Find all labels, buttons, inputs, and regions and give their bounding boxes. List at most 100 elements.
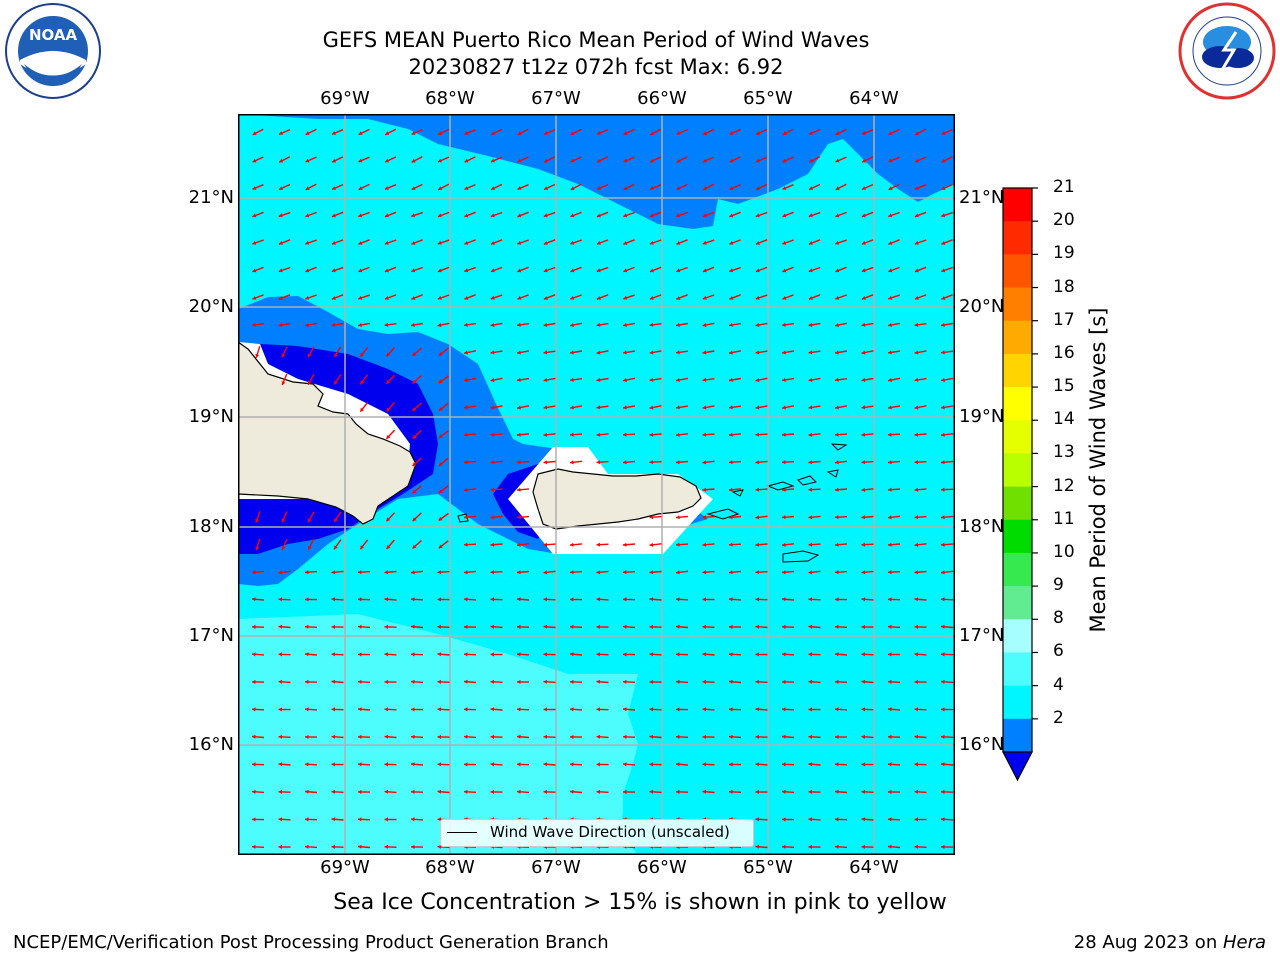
wave-direction-arrowhead: [755, 844, 760, 849]
wave-direction-arrowhead: [676, 460, 680, 465]
wave-direction-arrowhead: [808, 268, 813, 273]
wave-direction-arrowhead: [914, 570, 919, 575]
wave-direction-arrowhead: [358, 268, 363, 273]
wave-direction-arrowhead: [808, 817, 813, 822]
wave-direction-arrowhead: [623, 131, 628, 135]
wave-direction-arrowhead: [676, 679, 680, 684]
wave-direction-arrowhead: [649, 350, 654, 355]
wave-direction-arrowhead: [623, 570, 627, 575]
lat-label-right: 20°N: [959, 296, 1005, 317]
wave-direction-arrowhead: [755, 762, 760, 767]
wave-direction-arrowhead: [464, 158, 469, 163]
mona-island: [457, 513, 469, 523]
wave-direction-arrowhead: [517, 460, 521, 465]
wave-direction-arrowhead: [941, 570, 945, 575]
colorbar-block: [1003, 254, 1032, 289]
wave-direction-arrowhead: [782, 762, 786, 767]
wave-direction-arrowhead: [782, 268, 787, 273]
wave-period-map[interactable]: [238, 114, 955, 855]
wave-direction-arrowhead: [252, 240, 257, 245]
wave-direction-arrowhead: [570, 597, 574, 602]
wave-direction-arrowhead: [623, 268, 628, 273]
wave-direction-arrowhead: [702, 240, 707, 245]
wave-direction-arrowhead: [517, 597, 521, 602]
wave-direction-arrowhead: [729, 213, 734, 218]
wave-direction-arrowhead: [305, 789, 309, 794]
wave-direction-arrowhead: [305, 240, 310, 245]
wave-direction-arrowhead: [941, 762, 945, 767]
wave-direction-arrowhead: [782, 158, 787, 163]
wave-direction-arrowhead: [334, 518, 338, 522]
wave-direction-arrowhead: [411, 762, 415, 767]
wave-direction-arrowhead: [782, 570, 786, 575]
wave-direction-arrowhead: [888, 268, 893, 273]
colorbar: [1002, 187, 1038, 782]
wave-direction-arrowhead: [809, 131, 813, 135]
wave-direction-arrowhead: [278, 762, 283, 767]
wave-direction-arrowhead: [252, 734, 256, 739]
wave-direction-arrowhead: [438, 379, 443, 383]
wave-direction-arrowhead: [835, 158, 840, 163]
wave-direction-arrowhead: [623, 323, 627, 327]
wave-direction-arrowhead: [411, 652, 415, 657]
wave-direction-arrowhead: [384, 734, 389, 739]
wave-direction-arrowhead: [384, 817, 388, 822]
wave-direction-arrowhead: [464, 131, 469, 135]
wave-direction-arrowhead: [808, 570, 813, 575]
wave-direction-arrowhead: [914, 734, 919, 739]
wave-direction-arrowhead: [278, 268, 283, 273]
wave-direction-arrowhead: [358, 817, 362, 822]
wave-direction-arrowhead: [808, 844, 812, 849]
wave-direction-arrowhead: [358, 762, 362, 767]
wave-direction-arrowhead: [570, 542, 574, 547]
wave-direction-arrowhead: [702, 762, 706, 767]
wave-direction-arrowhead: [623, 460, 627, 465]
wave-direction-arrowhead: [305, 652, 309, 657]
wave-direction-arrowhead: [360, 352, 364, 357]
graticule: [238, 114, 955, 855]
wave-direction-arrowhead: [437, 268, 442, 273]
colorbar-tick-label: 17: [1053, 309, 1075, 330]
wave-direction-arrowhead: [464, 487, 468, 492]
wave-direction-arrowhead: [411, 789, 415, 794]
wave-direction-arrowhead: [914, 460, 918, 465]
lat-label-left: 20°N: [188, 296, 234, 317]
wave-direction-arrowhead: [331, 624, 335, 629]
wave-direction-arrowhead: [570, 405, 574, 410]
wave-direction-arrowhead: [729, 542, 733, 547]
wave-direction-arrowhead: [941, 131, 946, 135]
wave-direction-arrowhead: [596, 652, 600, 657]
wave-direction-arrowhead: [437, 762, 441, 767]
wave-direction-arrowhead: [782, 432, 786, 437]
wave-direction-arrowhead: [782, 789, 786, 794]
wave-direction-arrowhead: [914, 679, 918, 684]
wave-direction-arrowhead: [331, 789, 335, 794]
wave-direction-arrowhead: [941, 789, 945, 794]
wave-direction-arrowhead: [914, 487, 919, 492]
wave-direction-arrowhead: [676, 570, 680, 575]
wave-direction-arrowhead: [888, 432, 892, 437]
wave-direction-arrowhead: [888, 213, 893, 218]
wave-direction-arrowhead: [305, 707, 309, 712]
wave-direction-arrowhead: [888, 762, 892, 767]
wave-direction-arrowhead: [676, 268, 681, 273]
wave-direction-arrowhead: [941, 296, 946, 300]
wave-direction-arrowhead: [729, 652, 733, 657]
wave-direction-arrowhead: [755, 597, 759, 602]
wave-direction-arrowhead: [888, 405, 892, 410]
wave-direction-arrowhead: [808, 624, 813, 629]
wave-direction-arrowhead: [914, 707, 918, 712]
wave-direction-arrowhead: [623, 679, 627, 684]
wave-direction-arrowhead: [861, 597, 866, 602]
wave-direction-arrowhead: [437, 734, 441, 739]
wave-direction-arrowhead: [808, 597, 812, 602]
wave-direction-arrowhead: [543, 405, 548, 410]
wave-direction-arrowhead: [543, 734, 547, 739]
wave-direction-arrowhead: [596, 432, 601, 437]
wave-direction-arrowhead: [517, 570, 521, 575]
wave-direction-arrowhead: [411, 844, 415, 849]
wave-direction-arrowhead: [702, 624, 706, 629]
wave-direction-arrowhead: [649, 240, 654, 245]
virgin-gorda-island: [826, 469, 839, 478]
wave-direction-arrowhead: [438, 407, 443, 411]
